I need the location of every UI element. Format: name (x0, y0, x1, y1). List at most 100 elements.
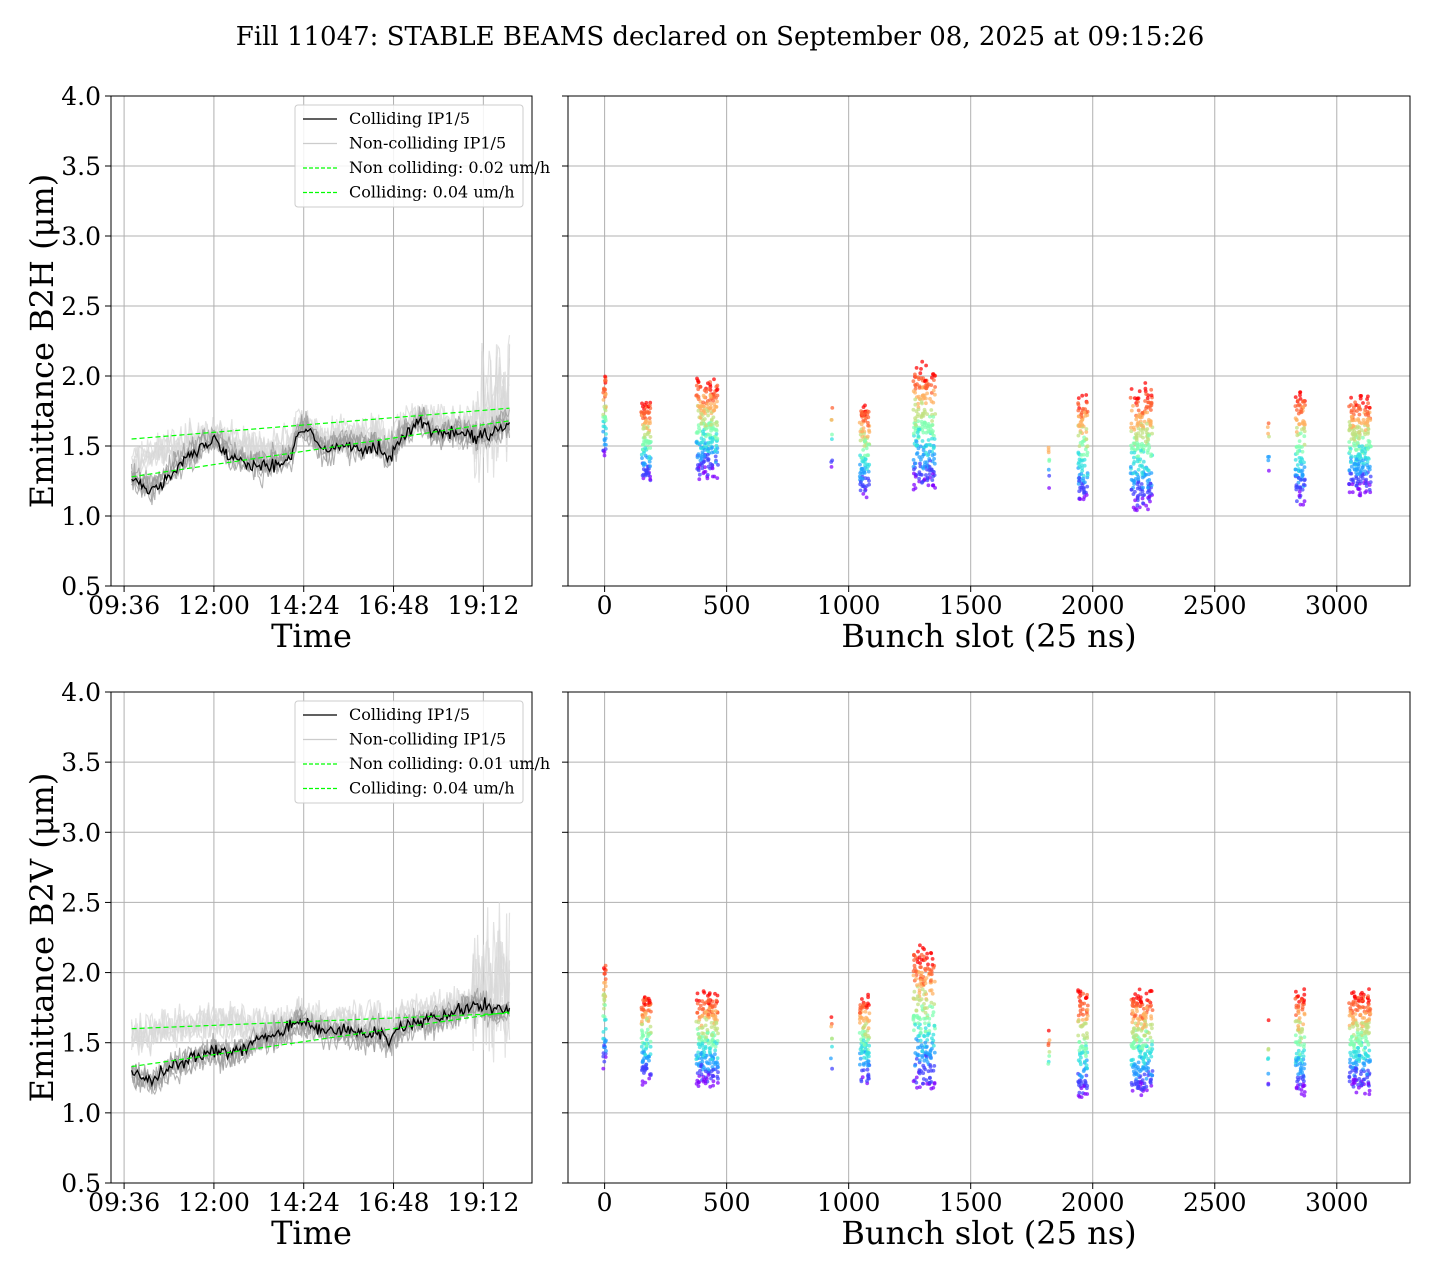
bunch-point (1132, 999, 1136, 1003)
bunch-point (860, 1051, 864, 1055)
bunch-point (925, 998, 929, 1002)
bunch-point (640, 1045, 644, 1049)
bunch-point (1137, 1085, 1141, 1089)
bunch-point (859, 489, 863, 493)
bunch-point (699, 447, 703, 451)
bunch-point (642, 1042, 646, 1046)
bunch-point (1367, 987, 1371, 991)
bunch-point (1357, 1086, 1361, 1090)
bunch-point (1362, 1006, 1366, 1010)
bunch-point (1348, 472, 1352, 476)
bunch-point (1367, 999, 1371, 1003)
bunch-point (640, 1020, 644, 1024)
x-tick-label-5: 2500 (1183, 1188, 1247, 1217)
bunch-point (604, 432, 608, 436)
bunch-point (1267, 1047, 1271, 1051)
y-tick-label-6: 3.5 (61, 748, 101, 777)
bunch-point (1136, 1065, 1140, 1069)
bunch-point (925, 952, 929, 956)
bunch-point (1131, 1042, 1135, 1046)
bunch-point (649, 1045, 653, 1049)
bunch-point (1301, 1008, 1305, 1012)
bunch-point (1297, 403, 1301, 407)
bunch-point (1366, 1054, 1370, 1058)
bunch-point (1299, 408, 1303, 412)
bunch-point (707, 447, 711, 451)
axes-frame (568, 96, 1410, 586)
bunch-point (921, 1082, 925, 1086)
bunch-point (1147, 469, 1151, 473)
bunch-point (603, 439, 607, 443)
bunch-point (1082, 486, 1086, 490)
bunch-point (1350, 419, 1354, 423)
bunch-point (1363, 1046, 1367, 1050)
legend-label-0: Colliding IP1/5 (349, 109, 470, 128)
bunch-point (1085, 427, 1089, 431)
bunch-point (1299, 503, 1303, 507)
bunch-point (862, 1062, 866, 1066)
bunch-point (917, 408, 921, 412)
bunch-train-6 (1047, 446, 1052, 490)
bunch-point (710, 446, 714, 450)
bunch-point (1297, 1049, 1301, 1053)
bunch-point (1131, 471, 1135, 475)
bunch-point (925, 412, 929, 416)
bunch-point (1299, 1069, 1303, 1073)
bunch-point (1150, 1023, 1154, 1027)
bunch-point (1367, 1092, 1371, 1096)
bunch-point (707, 1013, 711, 1017)
bunch-point (1364, 482, 1368, 486)
bunch-point (921, 394, 925, 398)
bunch-point (914, 1037, 918, 1041)
bunch-point (602, 1007, 606, 1011)
bunch-point (916, 960, 920, 964)
bunch-point (862, 1039, 866, 1043)
bunch-point (702, 405, 706, 409)
bunch-point (1134, 1038, 1138, 1042)
bunch-point (866, 1074, 870, 1078)
bunch-train-2 (694, 377, 720, 482)
bunch-point (1294, 404, 1298, 408)
bunch-point (916, 1046, 920, 1050)
legend-label-2: Non colliding: 0.01 um/h (349, 754, 550, 773)
bunch-point (914, 475, 918, 479)
bunch-point (1081, 1018, 1085, 1022)
x-tick-label-1: 12:00 (178, 591, 250, 620)
legend-label-1: Non-colliding IP1/5 (349, 730, 506, 749)
bunch-point (1366, 1069, 1370, 1073)
bunch-point (933, 486, 937, 490)
bunch-point (715, 999, 719, 1003)
bunch-point (1355, 476, 1359, 480)
chart-b2h-bunch: 0 500 1000 1500 2000 2500 3000Bunch slot (25 n… (562, 96, 1410, 655)
bunch-point (1078, 1004, 1082, 1008)
bunch-point (708, 993, 712, 997)
bunch-point (696, 455, 700, 459)
bunch-point (933, 980, 937, 984)
bunch-point (642, 1056, 646, 1060)
bunch-point (912, 468, 916, 472)
bunch-point (1077, 489, 1081, 493)
bunch-point (865, 496, 869, 500)
bunch-point (1369, 444, 1373, 448)
bunch-point (603, 450, 607, 454)
bunch-point (1350, 991, 1354, 995)
bunch-point (867, 410, 871, 414)
bunch-point (1131, 1058, 1135, 1062)
bunch-point (1298, 460, 1302, 464)
bunch-point (1298, 490, 1302, 494)
bunch-point (1132, 451, 1136, 455)
bunch-point (1298, 390, 1302, 394)
bunch-point (707, 457, 711, 461)
bunch-point (1077, 482, 1081, 486)
y-tick-label-6: 3.5 (61, 152, 101, 181)
bunch-point (602, 981, 606, 985)
bunch-point (925, 392, 929, 396)
bunch-point (932, 1033, 936, 1037)
bunch-point (700, 1072, 704, 1076)
bunch-point (715, 423, 719, 427)
bunch-point (604, 977, 608, 981)
bunch-point (931, 415, 935, 419)
bunch-point (1149, 1078, 1153, 1082)
bunch-point (1349, 396, 1353, 400)
bunch-point (1365, 1072, 1369, 1076)
